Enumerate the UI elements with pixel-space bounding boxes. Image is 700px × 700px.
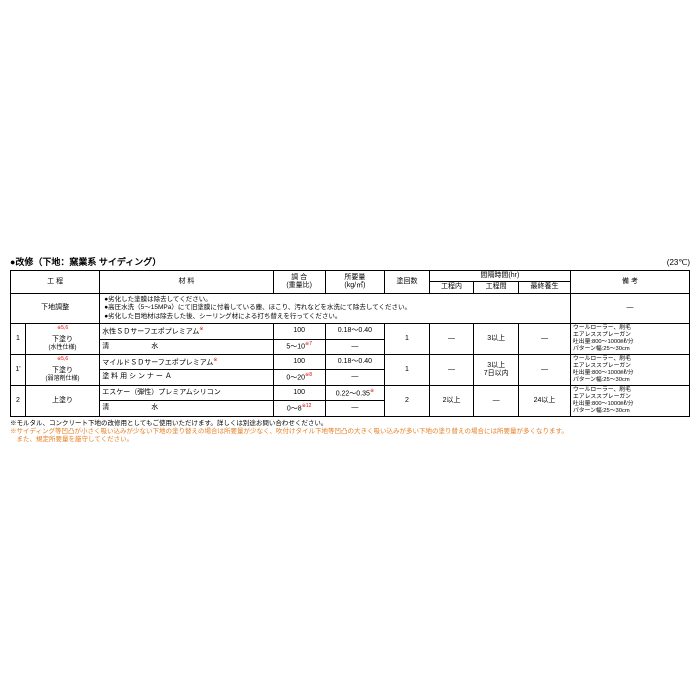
header-t-in: 工程内 bbox=[429, 282, 474, 293]
row-2-t-between: — bbox=[474, 385, 519, 416]
footnotes: ※モルタル、コンクリート下地の改修用としてもご使用いただけます。詳しくは別途お問… bbox=[10, 420, 690, 445]
row-1p-mix2-val: 0～20 bbox=[286, 375, 305, 382]
prep-label: 下地調整 bbox=[11, 293, 100, 323]
row-1-count: 1 bbox=[385, 324, 430, 355]
row-1-mat2: 清 水 bbox=[100, 339, 273, 354]
row-1p-mat1-text: マイルドＳＤサーフエポプレミアム bbox=[102, 359, 213, 366]
header-interval: 間隔時間(hr) bbox=[429, 271, 570, 282]
row-2-amt2: — bbox=[325, 401, 384, 416]
row-2-count: 2 bbox=[385, 385, 430, 416]
row-1p-t-in: — bbox=[429, 354, 474, 385]
header-count: 塗回数 bbox=[385, 271, 430, 294]
row-2-mix2-sup: ※12 bbox=[302, 403, 312, 409]
row-1p-mat1: マイルドＳＤサーフエポプレミアム※ bbox=[100, 354, 273, 369]
row-1-t-in: — bbox=[429, 324, 474, 355]
row-1p-mix2-sup: ※8 bbox=[305, 372, 312, 378]
title-row: ●改修（下地：窯業系 サイディング） (23℃) bbox=[10, 255, 690, 268]
header-amount: 所要量 (kg/㎡) bbox=[325, 271, 384, 294]
row-2-amt1-val: 0.22～0.35 bbox=[336, 390, 370, 397]
header-material: 材 料 bbox=[100, 271, 273, 294]
row-1-amt1: 0.18～0.40 bbox=[325, 324, 384, 339]
section-title: ●改修（下地：窯業系 サイディング） bbox=[10, 255, 161, 268]
row-1p-count: 1 bbox=[385, 354, 430, 385]
row-1p-mat1-sup: ※ bbox=[213, 357, 217, 363]
header-remarks: 備 考 bbox=[570, 271, 689, 294]
row-2-t-cure: 24以上 bbox=[518, 385, 570, 416]
row-2-mat1: エスケー（弾性）プレミアムシリコン bbox=[100, 385, 273, 400]
footnote-2: ※サイディング等凹凸が小さく吸い込みが少ない下地の塗り替えの場合は所要量が少なく… bbox=[10, 428, 690, 445]
row-1-t-cure: — bbox=[518, 324, 570, 355]
row-1p-remarks: ウールローラー、刷毛 エアレススプレーガン 吐出量:800～1000㎖/分 パタ… bbox=[570, 354, 689, 385]
row-1p-t-between: 3以上 7日以内 bbox=[474, 354, 519, 385]
row-2-line-1: 2 上塗り エスケー（弾性）プレミアムシリコン 100 0.22～0.35※ 2… bbox=[11, 385, 690, 400]
row-2-mat2: 清 水 bbox=[100, 401, 273, 416]
prep-dash: — bbox=[570, 293, 689, 323]
header-mix: 調 合 (重量比) bbox=[273, 271, 325, 294]
header-t-between: 工程間 bbox=[474, 282, 519, 293]
row-1p-num: 1' bbox=[11, 354, 26, 385]
row-1p-amt1: 0.18～0.40 bbox=[325, 354, 384, 369]
row-1p-mix2: 0～20※8 bbox=[273, 370, 325, 385]
row-1-mat1-sup: ※ bbox=[199, 326, 203, 332]
row-1-line-1: 1 ※5,6 下塗り (水性仕様) 水性ＳＤサーフエポプレミアム※ 100 0.… bbox=[11, 324, 690, 339]
row-1p-t-cure: — bbox=[518, 354, 570, 385]
row-1p-mat2: 塗 料 用 シ ン ナ ー Ａ bbox=[100, 370, 273, 385]
row-1p-line-1: 1' ※5,6 下塗り (弱溶剤仕様) マイルドＳＤサーフエポプレミアム※ 10… bbox=[11, 354, 690, 369]
row-2-amt1-sup: ※ bbox=[370, 388, 374, 394]
row-1p-sup: ※5,6 bbox=[57, 356, 68, 362]
spec-sheet: ●改修（下地：窯業系 サイディング） (23℃) 工 程 材 料 調 合 (重量… bbox=[10, 255, 690, 445]
row-1-remarks: ウールローラー、刷毛 エアレススプレーガン 吐出量:800～1000㎖/分 パタ… bbox=[570, 324, 689, 355]
row-1-mat1: 水性ＳＤサーフエポプレミアム※ bbox=[100, 324, 273, 339]
spec-table: 工 程 材 料 調 合 (重量比) 所要量 (kg/㎡) 塗回数 間隔時間(hr… bbox=[10, 270, 690, 417]
row-2-amt1: 0.22～0.35※ bbox=[325, 385, 384, 400]
row-2-mix2: 0～8※12 bbox=[273, 401, 325, 416]
row-1-amt2: — bbox=[325, 339, 384, 354]
row-1-sup: ※5,6 bbox=[57, 325, 68, 331]
row-1-num: 1 bbox=[11, 324, 26, 355]
row-1-t-between: 3以上 bbox=[474, 324, 519, 355]
row-1p-proc-name: 下塗り bbox=[52, 367, 73, 374]
row-1-mix2: 5～10※7 bbox=[273, 339, 325, 354]
row-2-remarks: ウールローラー、刷毛 エアレススプレーガン 吐出量:800～1000㎖/分 パタ… bbox=[570, 385, 689, 416]
row-1-proc: ※5,6 下塗り (水性仕様) bbox=[25, 324, 99, 355]
row-2-mix2-val: 0～8 bbox=[287, 405, 302, 412]
header-process: 工 程 bbox=[11, 271, 100, 294]
row-1-mix1: 100 bbox=[273, 324, 325, 339]
header-row-1: 工 程 材 料 調 合 (重量比) 所要量 (kg/㎡) 塗回数 間隔時間(hr… bbox=[11, 271, 690, 282]
row-2-proc: 上塗り bbox=[25, 385, 99, 416]
row-1-proc-sub: (水性仕様) bbox=[49, 345, 77, 351]
prep-row: 下地調整 ●劣化した塗膜は除去してください。 ●高圧水洗（5～15MPa）にて旧… bbox=[11, 293, 690, 323]
row-2-mix1: 100 bbox=[273, 385, 325, 400]
temperature-label: (23℃) bbox=[667, 258, 690, 267]
footnote-1: ※モルタル、コンクリート下地の改修用としてもご使用いただけます。詳しくは別途お問… bbox=[10, 420, 690, 428]
row-1p-amt2: — bbox=[325, 370, 384, 385]
row-1-mix2-sup: ※7 bbox=[305, 341, 312, 347]
prep-instructions: ●劣化した塗膜は除去してください。 ●高圧水洗（5～15MPa）にて旧塗膜に付着… bbox=[100, 293, 571, 323]
row-1-proc-name: 下塗り bbox=[52, 336, 73, 343]
row-1-mix2-val: 5～10 bbox=[286, 344, 305, 351]
row-1p-proc: ※5,6 下塗り (弱溶剤仕様) bbox=[25, 354, 99, 385]
header-t-cure: 最終養生 bbox=[518, 282, 570, 293]
row-2-t-in: 2以上 bbox=[429, 385, 474, 416]
row-1p-mix1: 100 bbox=[273, 354, 325, 369]
row-1p-proc-sub: (弱溶剤仕様) bbox=[46, 376, 80, 382]
row-2-num: 2 bbox=[11, 385, 26, 416]
row-1-mat1-text: 水性ＳＤサーフエポプレミアム bbox=[102, 328, 199, 335]
